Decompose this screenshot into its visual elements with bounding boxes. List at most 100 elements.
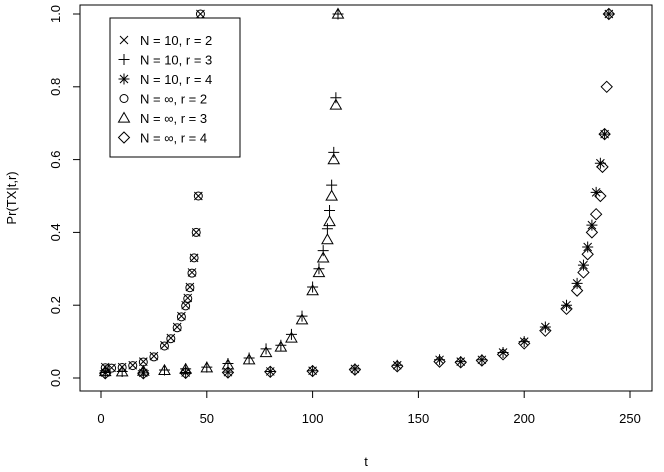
series-triangle	[98, 7, 345, 377]
data-point-star	[137, 367, 149, 379]
legend-marker-cross	[119, 35, 129, 45]
data-point-triangle	[179, 362, 193, 374]
data-point-diamond	[600, 80, 613, 94]
data-point-diamond	[496, 348, 510, 361]
x-tick-label: 200	[513, 411, 535, 426]
data-point-diamond	[602, 7, 616, 21]
data-point-circle	[193, 191, 203, 201]
data-point-diamond	[221, 366, 235, 379]
data-point-triangle	[158, 363, 171, 375]
x-axis: 0 50 100 150 200 250	[97, 390, 641, 426]
data-point-diamond	[539, 324, 552, 337]
y-tick-label: 0.0	[48, 369, 63, 387]
data-point-circle	[181, 301, 191, 311]
data-point-diamond	[179, 366, 192, 380]
data-point-diamond	[264, 365, 277, 379]
legend-item: N = 10, r = 4	[118, 72, 212, 87]
data-point-diamond	[391, 360, 404, 373]
data-point-star	[603, 8, 615, 20]
data-point-circle	[191, 227, 201, 237]
data-point-triangle	[329, 98, 343, 110]
data-point-star	[264, 365, 276, 377]
data-point-plus	[328, 146, 340, 158]
data-point-triangle	[312, 265, 326, 278]
data-point-triangle	[221, 358, 235, 370]
data-point-diamond	[594, 189, 607, 203]
data-point-star	[391, 359, 403, 371]
data-point-star	[571, 277, 583, 289]
data-point-triangle	[316, 251, 330, 263]
data-point-triangle	[327, 153, 341, 165]
legend-marker-cross	[119, 35, 129, 45]
legend-item: N = 10, r = 3	[118, 53, 212, 68]
x-tick-label: 100	[302, 411, 324, 426]
data-point-diamond	[517, 337, 531, 350]
data-point-star	[99, 367, 111, 379]
data-point-diamond	[391, 360, 404, 373]
data-point-star	[455, 356, 467, 368]
data-point-star	[180, 367, 192, 379]
data-point-star	[603, 8, 615, 20]
data-point-plus	[317, 245, 329, 257]
legend-marker-plus	[118, 54, 130, 65]
data-point-diamond	[589, 207, 603, 221]
data-point-circle	[172, 323, 182, 333]
data-point-circle	[117, 362, 127, 372]
data-point-star	[391, 359, 403, 371]
data-point-plus	[313, 263, 325, 275]
data-point-circle	[183, 294, 193, 304]
data-point-plus	[326, 179, 338, 191]
data-point-plus	[328, 146, 340, 158]
data-point-plus	[201, 361, 213, 373]
data-point-star	[582, 241, 594, 253]
data-point-diamond	[433, 355, 446, 368]
data-point-circle	[187, 268, 197, 278]
data-point-star	[561, 299, 573, 311]
data-point-plus	[317, 245, 329, 257]
data-point-star	[561, 299, 573, 311]
data-point-diamond	[577, 266, 590, 279]
data-point-star	[455, 356, 467, 368]
legend-item: N = 10, r = 2	[119, 33, 212, 48]
data-point-circle	[149, 352, 159, 362]
data-point-diamond	[585, 226, 599, 239]
data-point-triangle	[312, 265, 326, 278]
data-point-star	[518, 336, 530, 348]
series-star	[99, 8, 615, 379]
data-point-star	[307, 365, 319, 377]
data-point-star	[539, 321, 551, 333]
data-point-diamond	[598, 127, 611, 141]
data-point-star	[264, 365, 276, 377]
data-point-diamond	[570, 284, 584, 297]
y-axis: 0.0 0.2 0.4 0.6 0.8 1.0	[48, 5, 81, 387]
data-point-diamond	[475, 354, 489, 367]
data-point-diamond	[589, 207, 603, 221]
legend-label: N = ∞, r = 4	[140, 131, 207, 146]
data-point-triangle	[274, 340, 288, 352]
data-point-star	[582, 241, 594, 253]
data-point-plus	[330, 92, 342, 104]
data-point-plus	[158, 364, 170, 376]
data-point-plus	[321, 223, 333, 235]
data-point-circle	[189, 253, 199, 263]
data-point-triangle	[321, 233, 334, 245]
data-point-diamond	[348, 363, 362, 376]
legend-marker-star	[118, 73, 130, 85]
data-point-circle	[100, 363, 110, 373]
data-point-star	[99, 367, 111, 379]
legend-box	[109, 17, 241, 158]
data-point-plus	[201, 361, 213, 373]
data-point-triangle	[295, 313, 309, 325]
data-point-star	[518, 336, 530, 348]
data-point-triangle	[329, 98, 343, 110]
data-point-circle	[166, 334, 176, 344]
data-point-diamond	[137, 367, 150, 380]
data-point-diamond	[596, 160, 609, 174]
y-axis-label: Pr(TX|t,r)	[4, 171, 19, 224]
legend-label: N = ∞, r = 3	[140, 111, 207, 126]
data-point-plus	[313, 263, 325, 275]
data-point-plus	[260, 343, 272, 355]
data-point-plus	[307, 281, 319, 293]
data-point-diamond	[600, 80, 613, 94]
data-point-diamond	[539, 324, 552, 337]
